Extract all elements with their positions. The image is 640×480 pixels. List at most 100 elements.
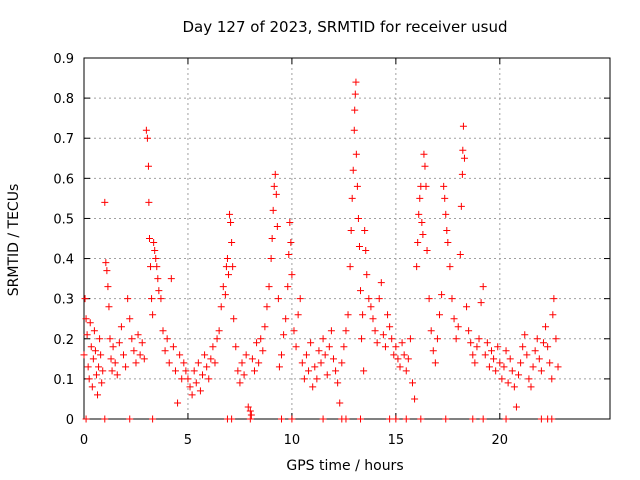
data-point bbox=[506, 355, 514, 363]
data-point bbox=[205, 375, 213, 383]
data-point bbox=[342, 327, 350, 335]
data-point bbox=[351, 90, 359, 98]
data-point bbox=[167, 275, 175, 283]
data-point bbox=[219, 283, 227, 291]
data-point bbox=[375, 295, 383, 303]
data-point bbox=[284, 283, 292, 291]
data-point bbox=[319, 415, 327, 423]
x-axis-label: GPS time / hours bbox=[286, 458, 403, 474]
data-point bbox=[481, 351, 489, 359]
data-point bbox=[502, 347, 510, 355]
data-point bbox=[268, 235, 276, 242]
y-tick-label: 0.5 bbox=[53, 212, 74, 227]
data-point bbox=[275, 363, 283, 371]
data-point bbox=[415, 210, 423, 218]
data-point bbox=[471, 359, 479, 367]
data-point bbox=[104, 283, 112, 291]
data-points bbox=[80, 78, 562, 423]
data-point bbox=[143, 134, 151, 142]
data-point bbox=[417, 415, 425, 423]
data-point bbox=[438, 291, 446, 299]
data-point bbox=[184, 375, 192, 383]
data-point bbox=[120, 351, 128, 359]
data-point bbox=[352, 78, 360, 86]
data-point bbox=[96, 335, 104, 343]
data-point bbox=[469, 351, 477, 359]
data-point bbox=[238, 359, 246, 367]
x-tick-label: 5 bbox=[184, 433, 192, 448]
data-point bbox=[463, 303, 471, 311]
data-point bbox=[151, 247, 159, 255]
data-point bbox=[234, 367, 242, 375]
data-point bbox=[140, 355, 148, 363]
data-point bbox=[348, 194, 356, 202]
y-axis-label: SRMTID / TECUs bbox=[6, 184, 22, 297]
data-point bbox=[248, 355, 256, 363]
data-point bbox=[207, 355, 215, 363]
data-point bbox=[394, 355, 402, 363]
data-point bbox=[163, 335, 171, 343]
data-point bbox=[296, 295, 304, 303]
data-point bbox=[479, 283, 487, 291]
data-point bbox=[128, 335, 136, 343]
data-point bbox=[327, 327, 335, 335]
x-tick-label: 20 bbox=[492, 433, 509, 448]
data-point bbox=[358, 335, 366, 343]
data-point bbox=[441, 194, 449, 202]
y-tick-label: 0.8 bbox=[53, 92, 74, 107]
data-point bbox=[425, 295, 433, 303]
data-point bbox=[515, 371, 523, 379]
data-point bbox=[142, 126, 150, 134]
data-point bbox=[477, 299, 485, 307]
data-point bbox=[396, 363, 404, 371]
data-point bbox=[315, 347, 323, 355]
data-point bbox=[224, 271, 232, 279]
data-point bbox=[340, 343, 348, 351]
data-point bbox=[261, 323, 269, 331]
data-point bbox=[360, 367, 368, 375]
data-point bbox=[101, 415, 109, 423]
data-point bbox=[525, 375, 533, 383]
data-point bbox=[357, 287, 365, 295]
data-point bbox=[294, 311, 302, 319]
data-point bbox=[313, 375, 321, 383]
data-point bbox=[186, 383, 194, 391]
data-point bbox=[346, 263, 354, 271]
data-point bbox=[444, 239, 452, 247]
data-point bbox=[392, 415, 400, 423]
data-point bbox=[332, 367, 340, 375]
data-point bbox=[386, 323, 394, 331]
data-point bbox=[352, 150, 360, 158]
data-point bbox=[288, 415, 296, 423]
data-point bbox=[496, 359, 504, 367]
data-point bbox=[230, 315, 238, 323]
data-point bbox=[88, 383, 96, 391]
data-point bbox=[361, 226, 369, 234]
data-point bbox=[459, 122, 467, 130]
data-point bbox=[549, 311, 557, 319]
data-point bbox=[419, 230, 427, 238]
data-point bbox=[292, 343, 300, 351]
data-point bbox=[265, 283, 273, 291]
data-point bbox=[475, 335, 483, 343]
data-point bbox=[381, 343, 389, 351]
data-point bbox=[550, 295, 558, 303]
data-point bbox=[404, 355, 412, 363]
data-point bbox=[157, 295, 165, 303]
data-point bbox=[126, 315, 134, 323]
data-point bbox=[460, 154, 468, 162]
data-point bbox=[402, 367, 410, 375]
y-tick-label: 0.6 bbox=[53, 172, 74, 187]
data-point bbox=[347, 226, 355, 234]
data-point bbox=[508, 367, 516, 375]
data-point bbox=[217, 303, 225, 311]
data-point bbox=[190, 367, 198, 375]
data-point bbox=[270, 182, 278, 190]
data-point bbox=[107, 355, 115, 363]
data-point bbox=[106, 335, 114, 343]
y-tick-label: 0.1 bbox=[53, 373, 74, 388]
data-point bbox=[363, 271, 371, 279]
y-tick-labels: 0 0.1 0.2 0.3 0.4 0.5 0.6 0.7 0.8 0.9 bbox=[53, 52, 74, 428]
data-point bbox=[421, 162, 429, 170]
